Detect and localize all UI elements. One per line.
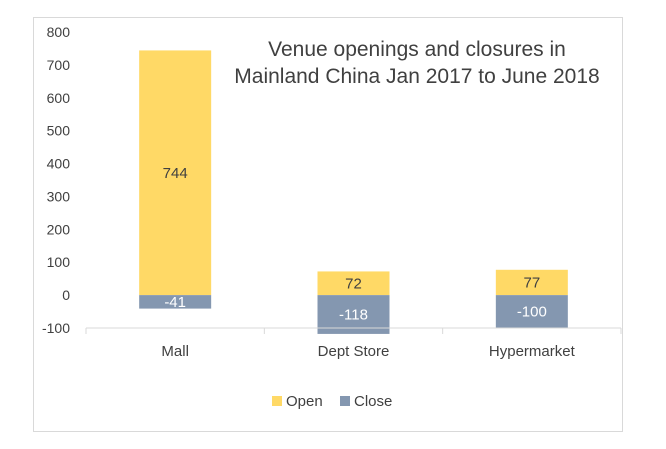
x-category-label: Dept Store <box>318 343 390 360</box>
y-tick-label: 200 <box>47 221 71 237</box>
y-tick-label: 300 <box>47 188 71 204</box>
bar-close-1 <box>317 295 390 334</box>
y-tick-label: 100 <box>47 254 71 270</box>
bar-close-0 <box>139 295 212 309</box>
y-tick-label: 500 <box>47 123 71 139</box>
y-tick-label: 600 <box>47 90 71 106</box>
legend-swatch-close <box>340 396 350 406</box>
chart-title-line-2: Mainland China Jan 2017 to June 2018 <box>234 65 599 88</box>
legend-label-open: Open <box>286 393 323 410</box>
chart-title-line-1: Venue openings and closures in <box>268 38 566 61</box>
x-category-label: Hypermarket <box>489 343 576 360</box>
y-tick-label: -100 <box>42 320 70 336</box>
bar-open-2 <box>495 269 568 296</box>
bar-open-0 <box>139 50 212 296</box>
y-tick-label: 400 <box>47 156 71 172</box>
legend-label-close: Close <box>354 393 392 410</box>
data-label-open: 72 <box>345 275 362 292</box>
bar-series <box>139 50 568 334</box>
x-category-label: Mall <box>161 343 189 360</box>
y-tick-label: 800 <box>47 24 71 40</box>
y-tick-label: 0 <box>62 287 70 303</box>
data-label-open: 77 <box>523 274 540 291</box>
data-label-close: -41 <box>164 294 186 311</box>
x-axis-tick-marks <box>85 328 622 334</box>
data-label-close: -100 <box>517 304 547 321</box>
data-labels: 744 72 77 -41 -118 -100 <box>163 165 547 324</box>
chart-frame <box>33 17 623 432</box>
bar-open-1 <box>317 271 390 296</box>
data-label-open: 744 <box>163 165 188 182</box>
legend: Open Close <box>272 393 392 410</box>
data-label-close: -118 <box>339 307 368 324</box>
y-axis-tick-labels: -100 0 100 200 300 400 500 600 700 800 <box>42 24 70 336</box>
bar-close-2 <box>495 295 568 328</box>
x-axis-category-labels: Mall Dept Store Hypermarket <box>161 343 575 360</box>
legend-swatch-open <box>272 396 282 406</box>
y-tick-label: 700 <box>47 57 71 73</box>
